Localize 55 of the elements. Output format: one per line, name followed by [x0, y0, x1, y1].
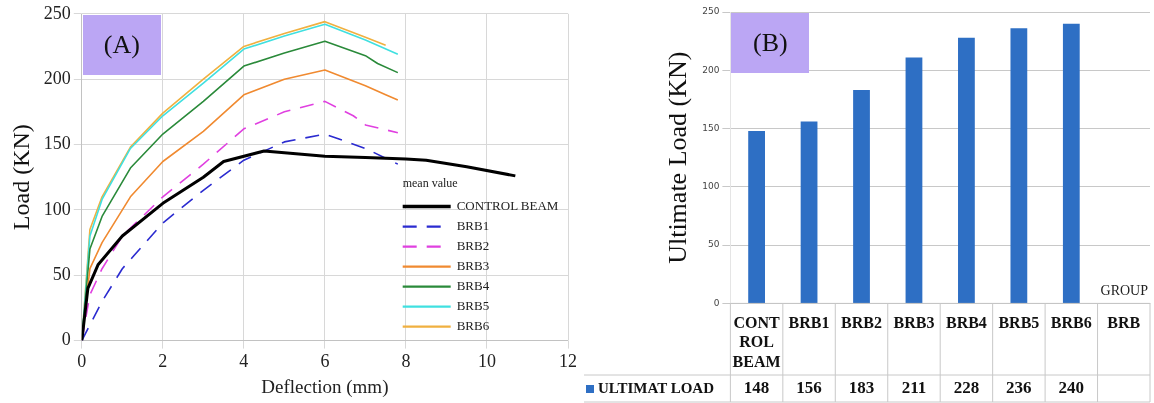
x-tick-label: CONT ROL BEAM	[732, 314, 781, 370]
bar	[800, 121, 818, 303]
x-tick-label: BRB2	[841, 314, 882, 332]
y-tick-label: 200	[43, 67, 71, 88]
x-axis-title: GROUP	[1100, 283, 1149, 299]
bar	[958, 37, 975, 303]
x-tick-label: BRB1	[788, 314, 830, 332]
x-tick-label: BRB	[1107, 314, 1141, 332]
legend-label: CONTROL BEAM	[456, 198, 559, 214]
data-label: 148	[743, 378, 770, 398]
bar	[905, 57, 923, 303]
x-tick-label: 10	[477, 351, 496, 372]
x-tick-label: BRB5	[998, 314, 1040, 332]
legend-label: ULTIMAT LOAD	[598, 379, 715, 396]
y-tick-label: 150	[702, 122, 720, 133]
bar	[1010, 28, 1028, 303]
y-tick-label: 50	[52, 263, 71, 284]
x-tick-label: BRB6	[1050, 314, 1092, 332]
x-tick-label: 8	[401, 351, 411, 372]
y-axis-title: Load (KN)	[7, 124, 34, 231]
y-tick-label: 200	[702, 64, 720, 75]
y-axis-title: Ultimate Load (KN)	[663, 51, 693, 264]
y-tick-label: 0	[713, 297, 720, 308]
x-tick-label: 2	[158, 351, 168, 372]
legend-label: BRB3	[456, 258, 490, 274]
y-tick-label: 250	[43, 2, 71, 23]
x-tick-label: 0	[77, 351, 87, 372]
x-tick-label: BRB4	[945, 314, 987, 332]
legend-title: mean value	[402, 175, 458, 190]
legend-label: BRB1	[456, 218, 490, 234]
data-label: 240	[1058, 378, 1085, 398]
y-tick-label: 0	[61, 329, 71, 350]
legend-label: BRB5	[456, 298, 490, 314]
bar	[1062, 23, 1080, 303]
bar	[853, 90, 870, 303]
x-axis-title: Deflection (mm)	[261, 375, 389, 398]
y-tick-label: 100	[43, 198, 71, 219]
y-tick-label: 250	[702, 6, 720, 17]
x-tick-label: BRB3	[893, 314, 935, 332]
annotation: (B)	[731, 13, 810, 73]
data-label: 211	[901, 378, 927, 398]
y-tick-label: 50	[707, 239, 720, 250]
data-label: 228	[953, 378, 980, 398]
y-tick-label: 100	[702, 181, 720, 192]
annotation: (A)	[82, 14, 161, 75]
data-label: 156	[796, 378, 822, 398]
legend-label: BRB2	[456, 238, 490, 254]
data-label: 236	[1006, 378, 1032, 398]
x-tick-label: 6	[320, 351, 330, 372]
x-tick-label: 4	[239, 351, 249, 372]
data-label: 183	[848, 378, 875, 398]
y-tick-label: 150	[43, 133, 71, 154]
legend-label: BRB4	[456, 278, 490, 294]
x-tick-label: 12	[559, 351, 577, 372]
bar	[748, 130, 765, 303]
